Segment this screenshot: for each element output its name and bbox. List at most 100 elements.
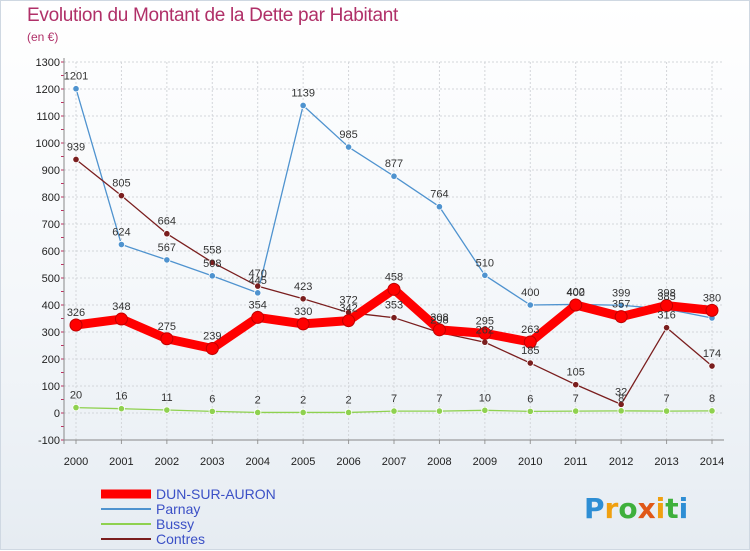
logo-letter: t	[665, 492, 678, 525]
data-label-contres: 805	[112, 178, 130, 190]
series-layer	[69, 85, 719, 417]
data-label-contres: 372	[339, 295, 357, 307]
data-point-bussy	[117, 405, 126, 413]
data-point-bussy	[299, 408, 307, 417]
data-point-bussy	[72, 403, 80, 412]
x-tick-label: 2003	[200, 456, 224, 468]
data-label-bussy: 10	[479, 392, 491, 404]
y-tick-label: 400	[42, 300, 60, 312]
data-point-dun-sur-auron	[478, 326, 492, 340]
data-point-contres	[390, 314, 398, 322]
logo-letter: o	[618, 492, 637, 525]
data-point-dun-sur-auron	[114, 312, 128, 326]
data-label-dun-sur-auron: 357	[612, 299, 630, 311]
grid	[64, 61, 724, 441]
data-point-contres	[299, 295, 307, 303]
logo-letter: i	[656, 492, 666, 525]
data-label-dun-sur-auron: 239	[203, 330, 221, 342]
y-tick-label: 300	[42, 327, 60, 339]
data-label-bussy: 6	[209, 393, 215, 405]
x-tick-label: 2010	[518, 456, 542, 468]
data-point-parnay	[254, 289, 262, 297]
y-tick-label: -100	[38, 435, 60, 447]
data-point-dun-sur-auron	[296, 317, 310, 331]
data-point-parnay	[163, 256, 171, 264]
data-label-contres: 316	[657, 310, 675, 322]
data-label-parnay: 510	[476, 257, 494, 269]
data-point-dun-sur-auron	[251, 310, 265, 324]
data-point-parnay	[117, 240, 126, 249]
data-point-dun-sur-auron	[205, 341, 219, 355]
data-point-dun-sur-auron	[614, 310, 628, 324]
data-label-parnay: 385	[657, 291, 675, 303]
x-tick-label: 2012	[609, 456, 633, 468]
data-label-bussy: 2	[255, 394, 261, 406]
y-tick-label: 600	[42, 246, 60, 258]
y-tick-label: 0	[54, 408, 60, 420]
data-label-contres: 298	[430, 315, 448, 327]
data-point-dun-sur-auron	[160, 332, 174, 346]
axes	[61, 58, 724, 444]
data-label-contres: 262	[476, 324, 494, 336]
y-tick-label: 100	[42, 381, 60, 393]
data-point-contres	[208, 258, 216, 266]
data-point-parnay	[72, 85, 80, 93]
data-point-contres	[572, 381, 580, 389]
data-point-bussy	[390, 407, 398, 415]
x-axis-ticks: 2000 2001 2002 2003 2004 2005 2006 2007 2008 2009…	[64, 456, 724, 468]
y-tick-label: 1300	[36, 57, 60, 69]
data-label-dun-sur-auron: 354	[249, 299, 267, 311]
data-point-parnay	[481, 271, 489, 279]
data-label-dun-sur-auron: 348	[112, 301, 130, 313]
data-point-parnay	[344, 143, 353, 151]
logo-letter: i	[679, 492, 689, 525]
data-label-bussy: 8	[618, 393, 624, 405]
data-point-dun-sur-auron	[69, 318, 83, 332]
logo-letter: r	[605, 492, 619, 525]
data-label-dun-sur-auron: 458	[385, 271, 403, 283]
y-tick-label: 900	[42, 165, 60, 177]
data-label-contres: 470	[249, 268, 267, 280]
data-label-bussy: 6	[527, 393, 533, 405]
data-label-dun-sur-auron: 263	[521, 324, 539, 336]
data-label-contres: 174	[703, 348, 721, 360]
data-label-bussy: 20	[70, 390, 82, 402]
logo-letter: P	[584, 492, 605, 525]
data-point-dun-sur-auron	[342, 314, 356, 328]
data-label-parnay: 399	[612, 287, 630, 299]
x-tick-label: 2000	[64, 456, 88, 468]
data-label-parnay: 445	[249, 275, 267, 287]
y-tick-label: 500	[42, 273, 60, 285]
x-tick-label: 2002	[155, 456, 179, 468]
data-label-bussy: 7	[664, 393, 670, 405]
data-label-parnay: 985	[339, 129, 357, 141]
data-label-dun-sur-auron: 380	[703, 292, 721, 304]
legend-label-bussy: Bussy	[156, 516, 194, 532]
y-tick-label: 700	[42, 219, 60, 231]
x-tick-label: 2008	[427, 456, 451, 468]
data-point-parnay	[299, 101, 307, 110]
data-point-bussy	[572, 407, 580, 415]
data-point-bussy	[617, 407, 625, 415]
data-label-dun-sur-auron: 275	[158, 321, 176, 333]
data-point-parnay	[390, 172, 398, 180]
data-label-contres: 423	[294, 281, 312, 293]
data-label-bussy: 8	[709, 393, 715, 405]
data-point-bussy	[254, 408, 262, 417]
data-label-contres: 939	[67, 141, 85, 153]
y-tick-label: 1100	[36, 111, 60, 123]
data-label-dun-sur-auron: 326	[67, 307, 85, 319]
y-axis-ticks: -100 0 100 200 300 400 500 600 700 800 900 1000 1100…	[36, 57, 60, 447]
legend-label-dun-sur-auron: DUN-SUR-AURON	[156, 486, 276, 502]
logo-letter: x	[638, 492, 656, 525]
x-tick-label: 2011	[564, 456, 588, 468]
data-label-parnay: 400	[521, 287, 539, 299]
x-tick-label: 2001	[109, 456, 133, 468]
data-point-contres	[163, 230, 171, 238]
proxiti-logo: Proxiti	[584, 492, 688, 525]
data-point-contres	[117, 192, 126, 200]
data-point-dun-sur-auron	[432, 323, 446, 337]
